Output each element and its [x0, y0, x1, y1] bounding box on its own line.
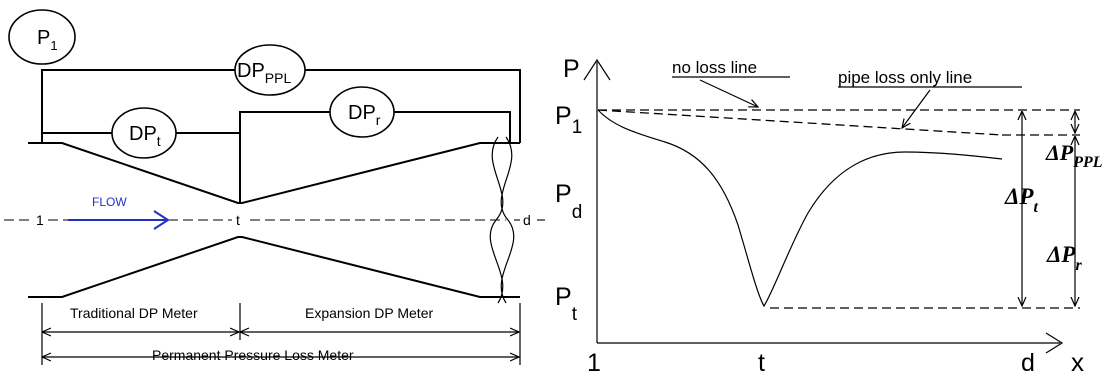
x-tick-t: t: [758, 349, 765, 376]
dp-r-gauge: [329, 86, 395, 138]
y-label-p1: P1: [555, 102, 582, 138]
pressure-chart: P x 1 t d P1 Pd Pt no loss line pipe los…: [555, 55, 1103, 376]
x-tick-d: d: [1021, 349, 1035, 376]
dp-t-gauge: [111, 107, 177, 159]
y-label-pt: Pt: [555, 283, 578, 325]
p1-gauge-label: P1: [37, 27, 58, 53]
traditional-span-label: Traditional DP Meter: [70, 305, 198, 321]
dp-ppl-gauge: [234, 44, 306, 96]
flow-arrow: [68, 210, 170, 230]
no-loss-annotation: no loss line: [672, 58, 757, 77]
station-d-label: d: [523, 212, 531, 228]
station-1-label: 1: [36, 212, 44, 228]
y-axis-label: P: [563, 55, 580, 83]
y-label-pd: Pd: [555, 180, 582, 223]
station-t-label: t: [236, 212, 240, 228]
x-axis-label: x: [1071, 347, 1084, 376]
pipe-loss-only-line: [597, 109, 1003, 136]
expansion-span-label: Expansion DP Meter: [305, 305, 433, 321]
meter-diagram: P1 DPPPL DPt DPr 1 t d FLOW Traditional …: [4, 9, 545, 365]
flow-label: FLOW: [92, 195, 127, 209]
lower-pipe-wall: [28, 236, 520, 298]
pipe-loss-pointer: [902, 89, 931, 128]
pipe-loss-annotation: pipe loss only line: [838, 68, 972, 87]
upper-pipe-wall: [28, 142, 520, 204]
x-axis-arrowhead: [1045, 332, 1064, 354]
pipe-break-wave-2: [500, 136, 515, 304]
dp-ppl-gauge-label: DPPPL: [237, 60, 291, 86]
permanent-span-label: Permanent Pressure Loss Meter: [152, 347, 354, 363]
p1-gauge: [8, 9, 76, 65]
no-loss-pointer: [699, 79, 758, 107]
delta-pt-label: ΔPt: [1004, 184, 1038, 216]
dp-r-gauge-label: DPr: [348, 102, 381, 128]
delta-pr-label: ΔPr: [1046, 242, 1082, 274]
x-tick-1: 1: [587, 349, 601, 376]
delta-ppl-label: ΔPPPL: [1045, 140, 1103, 171]
dp-t-gauge-label: DPt: [129, 123, 161, 149]
y-axis-arrowhead: [583, 58, 611, 81]
pressure-profile-curve: [597, 109, 1003, 308]
